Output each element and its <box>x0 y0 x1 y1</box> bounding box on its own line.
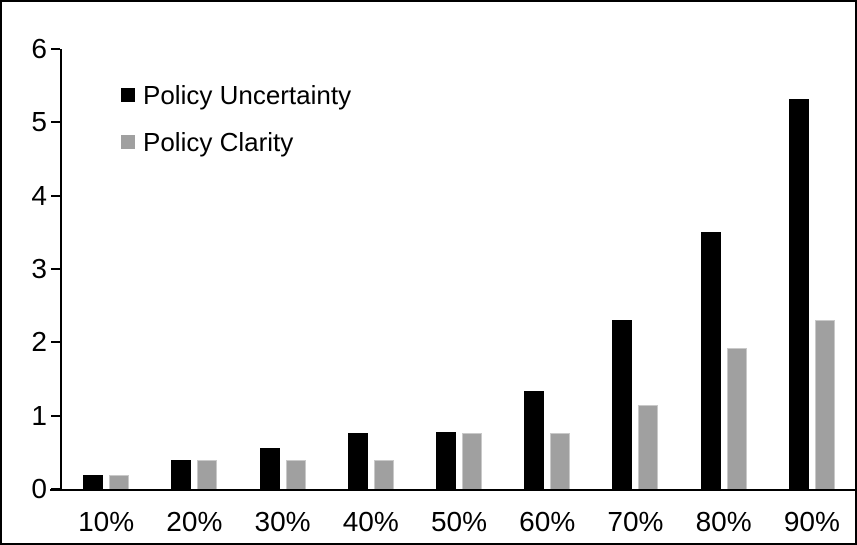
y-axis-tick-label: 3 <box>31 253 47 284</box>
bar-policy-clarity-80% <box>726 348 747 489</box>
bar-group-80% <box>680 49 768 489</box>
y-axis-tick <box>51 268 60 270</box>
bar-group-10% <box>62 49 150 489</box>
y-axis-tick <box>51 194 60 197</box>
bar-group-30% <box>238 49 326 489</box>
bar-policy-clarity-40% <box>373 460 394 489</box>
legend-item-policy-uncertainty: Policy Uncertainty <box>121 81 351 109</box>
bar-group-40% <box>327 49 415 489</box>
bar-policy-uncertainty-20% <box>171 460 192 489</box>
bar-policy-uncertainty-40% <box>347 433 368 489</box>
bar-policy-clarity-20% <box>197 460 218 489</box>
y-axis-tick <box>51 414 60 417</box>
x-axis-tick-label: 90% <box>783 506 840 537</box>
y-axis-tick <box>51 488 60 490</box>
bar-group-50% <box>415 49 503 489</box>
x-axis-tick-label: 80% <box>695 506 752 537</box>
y-axis-tick-label: 1 <box>31 399 47 431</box>
x-axis-tick-label: 30% <box>254 506 311 537</box>
bar-policy-uncertainty-60% <box>524 391 545 489</box>
bar-policy-uncertainty-90% <box>788 99 809 489</box>
x-axis-tick-label: 70% <box>607 506 664 537</box>
y-axis-tick-label: 0 <box>31 473 47 504</box>
bar-policy-uncertainty-80% <box>700 232 721 489</box>
x-axis <box>50 489 855 491</box>
y-axis-tick-label: 6 <box>31 33 47 64</box>
y-axis <box>60 49 62 491</box>
x-axis-labels: 10% 20% 30% 40% 50% 60% 70% 80% 90% <box>62 505 855 539</box>
y-axis-tick-label: 2 <box>31 326 47 358</box>
bar-policy-uncertainty-70% <box>612 320 633 489</box>
bar-policy-uncertainty-10% <box>83 475 104 489</box>
plot-area <box>62 49 855 489</box>
legend-item-policy-clarity: Policy Clarity <box>121 128 351 156</box>
bar-policy-clarity-10% <box>109 475 130 489</box>
y-axis-tick <box>51 121 60 124</box>
bar-policy-clarity-30% <box>285 460 306 489</box>
bar-policy-clarity-70% <box>638 405 659 489</box>
legend-swatch-policy-clarity-icon <box>121 135 135 149</box>
bar-policy-clarity-50% <box>461 433 482 489</box>
bar-group-90% <box>768 49 855 489</box>
legend: Policy Uncertainty Policy Clarity <box>121 81 351 175</box>
bar-policy-uncertainty-50% <box>435 432 456 489</box>
y-axis-tick <box>51 48 60 50</box>
bar-group-60% <box>503 49 591 489</box>
y-axis-tick-label: 5 <box>31 106 47 138</box>
y-axis-tick <box>51 341 60 344</box>
bar-policy-clarity-90% <box>814 320 835 489</box>
legend-label-policy-clarity: Policy Clarity <box>143 127 294 157</box>
x-axis-tick-label: 20% <box>166 506 223 537</box>
x-axis-tick-label: 60% <box>519 506 576 537</box>
legend-swatch-policy-uncertainty-icon <box>121 88 135 102</box>
bar-group-20% <box>150 49 238 489</box>
bar-policy-clarity-60% <box>550 433 571 489</box>
x-axis-tick-label: 40% <box>342 506 399 537</box>
x-axis-tick-label: 50% <box>430 506 487 537</box>
y-axis-tick-label: 4 <box>31 179 47 211</box>
bar-group-70% <box>591 49 679 489</box>
bar-policy-uncertainty-30% <box>259 448 280 489</box>
legend-label-policy-uncertainty: Policy Uncertainty <box>143 80 352 110</box>
x-axis-tick-label: 10% <box>78 506 135 537</box>
